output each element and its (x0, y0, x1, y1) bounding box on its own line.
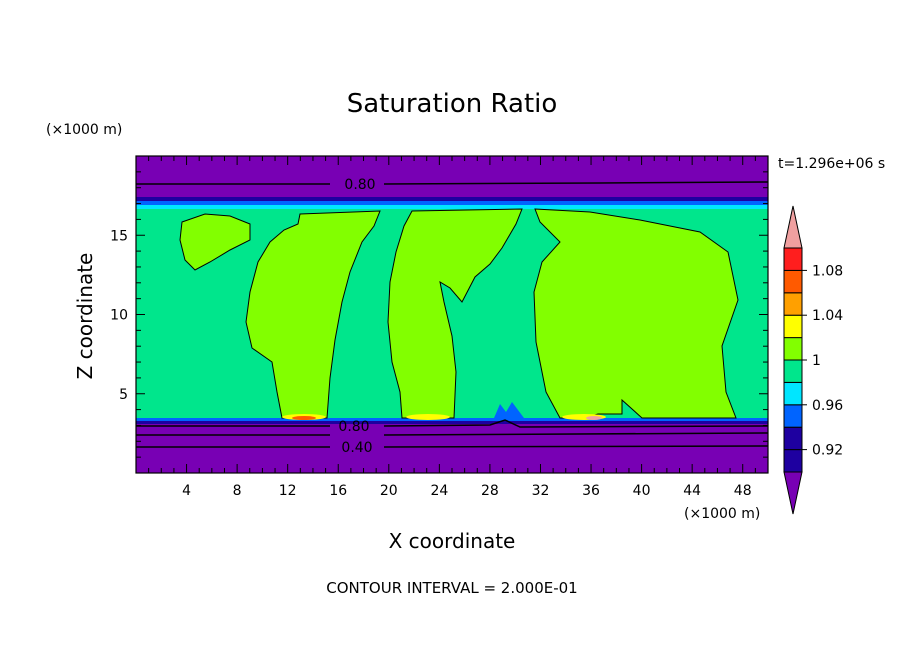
x-tick-label: 12 (279, 483, 297, 499)
x-tick-label: 8 (233, 483, 242, 499)
field-hotspot-2 (406, 414, 450, 420)
y-axis-ticks: 5 10 15 (110, 171, 768, 458)
x-tick-label: 28 (481, 483, 499, 499)
contour-interval-footer: CONTOUR INTERVAL = 2.000E-01 (326, 579, 577, 597)
colorbar-bin (783, 314, 803, 339)
colorbar-tick-label: 1.08 (812, 263, 843, 279)
field-band-0.94-upper (136, 201, 768, 207)
field-band-0.96-upper (136, 205, 768, 210)
field-column-3 (387, 208, 523, 419)
x-tick-label: 32 (532, 483, 550, 499)
y-axis-label: Z coordinate (73, 253, 97, 380)
x-tick-label: 16 (329, 483, 347, 499)
contour-line-lower-0.80 (136, 432, 769, 436)
y-tick-label: 15 (110, 228, 128, 244)
field-band-0.94-lower (136, 418, 768, 421)
colorbar-bin (783, 359, 803, 383)
field-intrusion (494, 402, 524, 418)
colorbar-bin (783, 426, 803, 451)
chart-title: Saturation Ratio (347, 89, 558, 119)
field-column-2 (245, 210, 381, 419)
plot-area: 0.80 0.80 0.40 (135, 155, 769, 474)
x-unit-label: (×1000 m) (684, 506, 760, 522)
x-tick-label: 24 (430, 483, 448, 499)
colorbar-underflow (783, 471, 803, 515)
colorbar-tick-label: 1.04 (812, 308, 843, 324)
x-tick-label: 4 (182, 483, 191, 499)
field-column-1 (179, 213, 251, 271)
contour-line-lower-0.40 (136, 445, 769, 448)
colorbar-bin (783, 404, 803, 428)
colorbar-bin (783, 292, 803, 316)
x-tick-label: 40 (633, 483, 651, 499)
x-tick-label: 44 (683, 483, 701, 499)
colorbar: 0.92 0.96 1 1.04 1.08 (783, 205, 843, 515)
colorbar-tick-label: 0.96 (812, 398, 843, 414)
contour-label-upper: 0.80 (344, 177, 375, 193)
x-tick-label: 36 (582, 483, 600, 499)
contour-label-lower-0.40: 0.40 (341, 440, 372, 456)
contour-label-lower-0.80: 0.80 (338, 419, 369, 435)
time-label: t=1.296e+06 s (778, 156, 885, 172)
x-axis-label: X coordinate (389, 529, 516, 553)
field-hotspot-3-core (586, 416, 602, 420)
colorbar-tick-label: 0.92 (812, 443, 843, 459)
colorbar-bin (783, 337, 803, 361)
colorbar-tick-label: 1 (812, 353, 821, 369)
y-unit-label: (×1000 m) (46, 122, 122, 138)
y-tick-label: 10 (110, 308, 128, 324)
field-band-0.92-lower (136, 421, 768, 424)
x-tick-label: 48 (734, 483, 752, 499)
contour-line-lower-1 (136, 419, 769, 428)
colorbar-bin (783, 381, 803, 406)
x-tick-label: 20 (380, 483, 398, 499)
y-tick-label: 5 (119, 387, 128, 403)
colorbar-overflow (783, 205, 803, 249)
x-axis-ticks: 4 8 12 16 20 24 28 32 36 40 44 48 (148, 156, 756, 499)
colorbar-bin (783, 247, 803, 271)
colorbar-bin (783, 269, 803, 294)
field-hotspot-1-core (292, 416, 316, 420)
field-column-4 (533, 208, 739, 419)
contour-line-upper-0.80 (136, 181, 769, 185)
colorbar-bin (783, 449, 803, 473)
